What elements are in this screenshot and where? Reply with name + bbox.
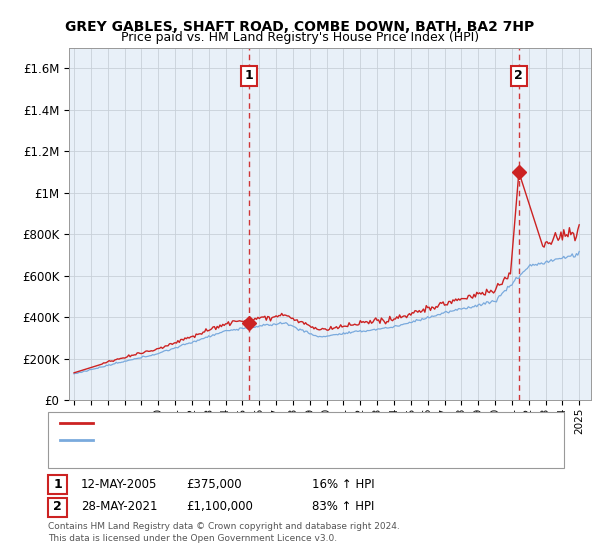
Text: 2: 2 xyxy=(514,69,523,82)
Text: 28-MAY-2021: 28-MAY-2021 xyxy=(81,500,157,514)
Text: GREY GABLES, SHAFT ROAD, COMBE DOWN, BATH, BA2 7HP: GREY GABLES, SHAFT ROAD, COMBE DOWN, BAT… xyxy=(65,20,535,34)
Text: 12-MAY-2005: 12-MAY-2005 xyxy=(81,478,157,491)
Text: This data is licensed under the Open Government Licence v3.0.: This data is licensed under the Open Gov… xyxy=(48,534,337,543)
Text: 1: 1 xyxy=(53,478,62,491)
Text: 16% ↑ HPI: 16% ↑ HPI xyxy=(312,478,374,491)
Text: 1: 1 xyxy=(244,69,253,82)
Text: £375,000: £375,000 xyxy=(186,478,242,491)
Text: Price paid vs. HM Land Registry's House Price Index (HPI): Price paid vs. HM Land Registry's House … xyxy=(121,31,479,44)
Text: £1,100,000: £1,100,000 xyxy=(186,500,253,514)
Text: 83% ↑ HPI: 83% ↑ HPI xyxy=(312,500,374,514)
Text: Contains HM Land Registry data © Crown copyright and database right 2024.: Contains HM Land Registry data © Crown c… xyxy=(48,522,400,531)
Text: 2: 2 xyxy=(53,500,62,514)
Text: HPI: Average price, detached house, Bath and North East Somerset: HPI: Average price, detached house, Bath… xyxy=(99,435,451,445)
Text: GREY GABLES, SHAFT ROAD, COMBE DOWN, BATH, BA2 7HP (detached house): GREY GABLES, SHAFT ROAD, COMBE DOWN, BAT… xyxy=(99,418,508,428)
